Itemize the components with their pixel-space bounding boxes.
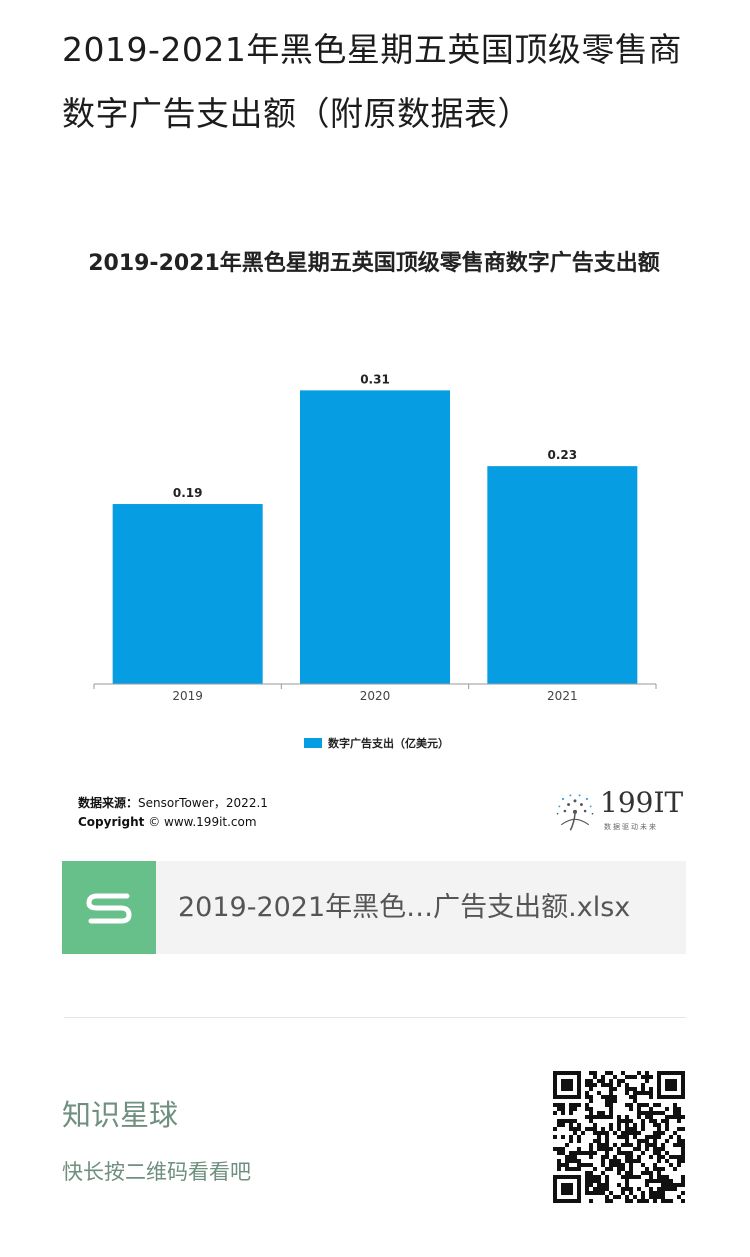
article-title-line-2: 数字广告支出额（附原数据表） (62, 94, 531, 133)
bar-2020 (300, 390, 450, 684)
bar-chart: 0.19 2019 0.31 2020 0.23 2021 数字广告支出（亿美元） (93, 372, 657, 750)
bar-2019 (112, 504, 263, 684)
zsxq-subtitle: 快长按二维码看看吧 (62, 1160, 251, 1184)
data-label-2020: 0.31 (360, 372, 390, 386)
qr-code-icon[interactable] (553, 1071, 685, 1203)
copyright-label: Copyright (78, 815, 145, 829)
zsxq-title: 知识星球 (62, 1098, 179, 1132)
x-tick-label-2020: 2020 (360, 689, 391, 703)
attachment-file-name[interactable]: 2019-2021年黑色…广告支出额.xlsx (178, 892, 631, 923)
bar-2021 (487, 466, 638, 684)
data-label-2019: 0.19 (173, 486, 203, 500)
copyright-text: © www.199it.com (148, 815, 257, 829)
source-text: SensorTower，2022.1 (138, 796, 268, 810)
legend-label: 数字广告支出（亿美元） (328, 736, 449, 750)
source-label: 数据来源： (78, 796, 139, 810)
attachment-card[interactable]: 2019-2021年黑色…广告支出额.xlsx (62, 861, 686, 954)
x-tick-label-2019: 2019 (172, 689, 203, 703)
logo-text: 199IT (600, 786, 684, 819)
x-tick-label-2021: 2021 (547, 689, 578, 703)
spreadsheet-s-icon (62, 861, 156, 954)
source-line: 数据来源：SensorTower，2022.1 (78, 794, 268, 811)
logo-tagline: 数据驱动未来 (604, 823, 658, 831)
legend-swatch (304, 738, 322, 748)
article-title: 2019-2021年黑色星期五英国顶级零售商 数字广告支出额（附原数据表） (62, 18, 702, 146)
data-label-2021: 0.23 (548, 448, 578, 462)
dandelion-logo-icon (556, 794, 594, 831)
copyright-line: Copyright © www.199it.com (78, 815, 257, 829)
divider (64, 1017, 686, 1018)
article-title-line-1: 2019-2021年黑色星期五英国顶级零售商 (62, 30, 682, 69)
chart-image[interactable]: 2019-2021年黑色星期五英国顶级零售商数字广告支出额 0.19 2019 0.… (60, 225, 700, 845)
chart-title: 2019-2021年黑色星期五英国顶级零售商数字广告支出额 (88, 251, 660, 276)
